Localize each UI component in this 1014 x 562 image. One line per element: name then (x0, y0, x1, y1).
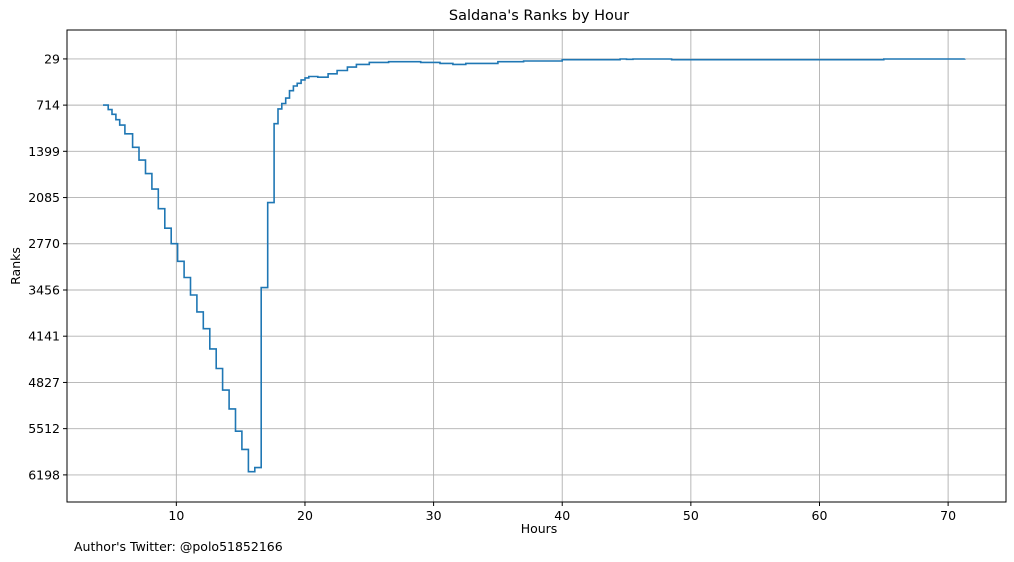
y-tick-label: 714 (36, 98, 60, 113)
y-tick-label: 4141 (28, 329, 60, 344)
x-tick-label: 40 (554, 508, 570, 523)
x-tick-label: 20 (297, 508, 313, 523)
x-tick-label: 60 (812, 508, 828, 523)
x-axis: 10 20 30 40 50 60 70 (168, 502, 956, 523)
y-axis: 29 714 1399 2085 2770 3456 4141 4827 5512 6198 (28, 51, 67, 482)
y-tick-label: 5512 (28, 421, 60, 436)
y-tick-label: 3456 (28, 283, 60, 298)
author-credit: Author's Twitter: @polo51852166 (74, 539, 283, 554)
y-axis-label: Ranks (8, 247, 23, 285)
x-axis-label: Hours (521, 521, 558, 536)
x-tick-label: 50 (683, 508, 699, 523)
y-tick-label: 1399 (28, 144, 60, 159)
x-tick-label: 70 (940, 508, 956, 523)
x-tick-label: 30 (426, 508, 442, 523)
x-tick-label: 10 (168, 508, 184, 523)
y-tick-label: 2085 (28, 190, 60, 205)
y-tick-label: 2770 (28, 236, 60, 251)
plot-frame (66, 29, 1007, 503)
y-tick-label: 29 (44, 51, 60, 66)
series-line (103, 58, 966, 473)
grid (67, 30, 1006, 502)
y-tick-label: 4827 (28, 375, 60, 390)
y-tick-label: 6198 (28, 467, 60, 482)
chart-title: Saldana's Ranks by Hour (449, 8, 629, 24)
